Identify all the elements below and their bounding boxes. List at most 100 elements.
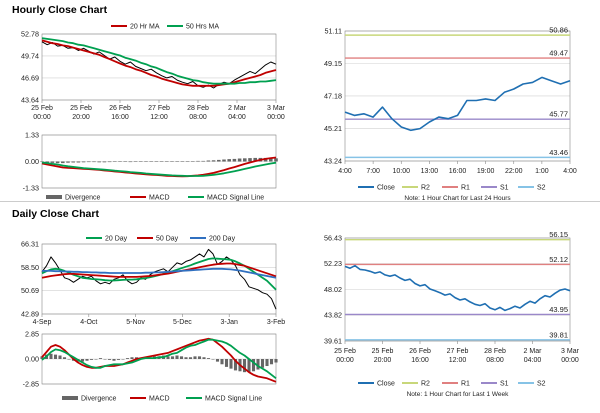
hourly_pivot-x-tick-label: 4:00 [338, 168, 352, 175]
hourly_macd-divergence-bar [165, 161, 169, 162]
daily_macd-divergence-bar [193, 356, 197, 359]
daily_macd-divergence-bar [53, 354, 58, 359]
hourly_macd-divergence-bar [40, 161, 44, 162]
daily_price-x-tick-label: 5-Dec [173, 319, 192, 326]
daily_macd-divergence-bar [175, 355, 179, 359]
hourly_macd-legend-0-swatch [46, 195, 62, 199]
daily_price-x-tick-label: 3-Feb [267, 319, 285, 326]
hourly_pivot-legend-1-label: R2 [421, 185, 430, 192]
hourly_macd-divergence-bar [139, 161, 143, 162]
daily_pivot-level-label-s2: 39.81 [549, 330, 568, 339]
hourly_price-x-tick-label: 04:00 [228, 114, 246, 121]
hourly_macd-divergence-bar [175, 161, 179, 162]
daily_pivot-x-tick-label: 2 Mar [524, 348, 543, 355]
hourly_pivot-x-tick-label: 1:00 [535, 168, 549, 175]
hourly_macd-divergence-bar [149, 161, 153, 162]
hourly_pivot-level-label-r1: 49.47 [549, 49, 568, 58]
hourly_macd-legend-0-label: Divergence [65, 195, 101, 202]
daily_price-x-tick-label: 4-Sep [33, 319, 52, 326]
hourly_price-y-tick-label: 49.74 [21, 51, 39, 60]
daily_macd-divergence-bar [58, 355, 62, 359]
hourly_price-series-50-hrs-ma [41, 37, 277, 85]
hourly_macd-y-tick-label: 1.33 [25, 131, 39, 140]
daily_pivot-legend-2-label: R1 [461, 381, 470, 388]
daily_macd-divergence-bar [62, 357, 67, 359]
daily_macd-divergence-bar [98, 358, 103, 359]
hourly_macd-divergence-bar [159, 161, 164, 162]
daily_macd-y-tick-label: 0.00 [25, 355, 39, 364]
daily_macd-divergence-bar [49, 353, 53, 359]
hourly_price-x-tick-label: 16:00 [111, 114, 129, 121]
daily_macd-divergence-bar [107, 359, 112, 360]
daily_macd-divergence-bar [112, 359, 116, 361]
daily_pivot-x-tick-label: 12:00 [449, 357, 467, 364]
hourly_pivot-x-tick-label: 7:00 [366, 168, 380, 175]
hourly_pivot-y-tick-label: 45.21 [324, 124, 342, 133]
daily_macd-divergence-bar [269, 359, 274, 365]
daily_pivot-level-label-r2: 56.15 [549, 230, 568, 239]
hourly_macd-divergence-bar [118, 161, 122, 162]
daily_pivot-x-tick-label: 26 Feb [409, 348, 431, 355]
daily_price-legend-0-label: 20 Day [105, 236, 128, 243]
daily-section-title: Daily Close Chart [12, 208, 99, 220]
hourly_macd-divergence-bar [55, 161, 60, 164]
hourly_macd-divergence-bar [253, 157, 257, 162]
hourly_macd-divergence-bar [274, 158, 278, 162]
hourly_macd-divergence-bar [248, 158, 252, 162]
hourly_price-x-tick-label: 08:00 [189, 114, 207, 121]
daily_macd-divergence-bar [80, 359, 85, 362]
hourly_macd-legend-1-label: MACD [149, 195, 170, 202]
hourly_pivot-legend-0-label: Close [377, 185, 395, 192]
hourly_macd-divergence-bar [76, 161, 81, 163]
daily_price-y-tick-label: 58.50 [21, 263, 39, 272]
daily_macd-divergence-bar [170, 356, 175, 359]
daily_macd-legend-0-label: Divergence [81, 396, 117, 403]
daily_macd-divergence-bar [130, 357, 134, 359]
hourly_pivot-y-tick-label: 49.15 [324, 59, 342, 68]
hourly_price-y-tick-label: 43.64 [21, 96, 39, 105]
hourly_macd-divergence-bar [97, 161, 101, 163]
daily_macd-divergence-bar [220, 359, 224, 365]
daily_pivot-x-tick-label: 04:00 [524, 357, 542, 364]
hourly_macd-divergence-bar [45, 161, 49, 163]
daily_pivot-legend-4-label: S2 [537, 381, 546, 388]
hourly_pivot-note: Note: 1 Hour Chart for Last 24 Hours [404, 195, 511, 202]
daily_macd-divergence-bar [251, 359, 256, 372]
hourly_price-x-tick-label: 00:00 [267, 114, 285, 121]
hourly_macd-divergence-bar [66, 161, 70, 163]
daily_pivot-x-tick-label: 3 Mar [561, 348, 580, 355]
daily_macd-divergence-bar [179, 356, 184, 359]
daily_macd-divergence-bar [89, 359, 94, 360]
hourly_pivot-legend-3-label: S1 [500, 185, 509, 192]
daily_pivot-x-tick-label: 28 Feb [484, 348, 506, 355]
hourly_pivot-x-tick-label: 10:00 [392, 168, 410, 175]
hourly_macd-divergence-bar [133, 161, 138, 162]
hourly_macd-divergence-bar [128, 161, 133, 163]
daily_macd-divergence-bar [184, 357, 188, 359]
hourly_macd-divergence-bar [217, 159, 221, 162]
hourly_price-x-tick-label: 25 Feb [70, 105, 92, 112]
daily_macd-divergence-bar [256, 359, 260, 370]
daily_price-plot-frame [41, 243, 277, 315]
daily_macd-divergence-bar [197, 356, 202, 359]
daily_pivot-series-close [344, 264, 571, 312]
hourly_macd-divergence-bar [237, 158, 242, 162]
daily_pivot-level-label-r1: 52.12 [549, 255, 568, 264]
daily_price-x-tick-label: 4-Oct [80, 319, 97, 326]
hourly_macd-divergence-bar [180, 161, 185, 162]
hourly_macd-divergence-bar [144, 161, 148, 162]
daily_macd-divergence-bar [260, 359, 265, 368]
hourly_price-x-tick-label: 20:00 [72, 114, 90, 121]
daily_price-series-200-day [42, 267, 277, 279]
daily_pivot-x-tick-label: 00:00 [336, 357, 354, 364]
hourly_pivot-x-tick-label: 16:00 [449, 168, 467, 175]
daily_price-series-close [41, 248, 277, 310]
hourly_macd-divergence-bar [81, 161, 86, 163]
daily_macd-divergence-bar [121, 359, 125, 360]
daily_macd-divergence-bar [265, 359, 269, 367]
daily_macd-y-tick-label: -2.85 [23, 380, 39, 389]
hourly_price-x-tick-label: 12:00 [150, 114, 168, 121]
daily_macd-legend-2-label: MACD Signal Line [205, 396, 262, 403]
hourly_pivot-x-tick-label: 4:00 [563, 168, 577, 175]
